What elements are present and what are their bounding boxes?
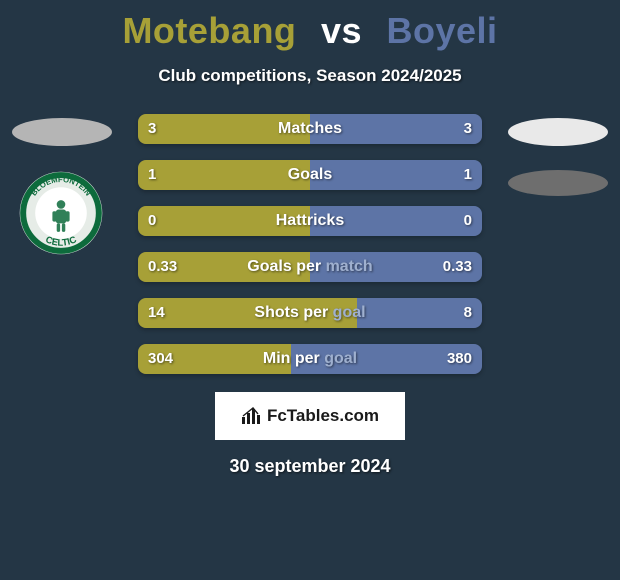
title-player1: Motebang [122,10,296,51]
right-team-ellipse-2 [508,170,608,196]
crest-svg: BLOEMFONTEIN CELTIC [18,170,104,256]
stat-bar-left [138,344,291,374]
right-team-ellipse [508,118,608,146]
comparison-area: BLOEMFONTEIN CELTIC 33Matches 11Goals 00Ha… [0,114,620,384]
left-team-ellipse [12,118,112,146]
title-player2: Boyeli [387,10,498,51]
stat-row: 148Shots per goal [138,298,482,328]
stat-bar-right [310,160,482,190]
stat-bar-left [138,206,310,236]
stat-bar-right [310,114,482,144]
stat-row: 0.330.33Goals per match [138,252,482,282]
stat-bar-left [138,114,310,144]
stat-bar-right [357,298,482,328]
stat-row: 00Hattricks [138,206,482,236]
subtitle: Club competitions, Season 2024/2025 [0,66,620,86]
stat-bar-right [291,344,482,374]
bars-chart-icon [241,407,261,425]
title-vs: vs [321,10,362,51]
stat-bar-right [310,206,482,236]
stat-bar-right [310,252,482,282]
branding-text: FcTables.com [267,406,379,426]
team-crest: BLOEMFONTEIN CELTIC [18,170,104,256]
stat-bar-left [138,252,310,282]
content-root: Motebang vs Boyeli Club competitions, Se… [0,0,620,580]
stat-bar-left [138,298,357,328]
stat-row: 33Matches [138,114,482,144]
stat-bars: 33Matches 11Goals 00Hattricks 0.330.33Goals… [138,114,482,390]
stat-row: 304380Min per goal [138,344,482,374]
branding-box: FcTables.com [215,392,405,440]
stat-row: 11Goals [138,160,482,190]
page-title: Motebang vs Boyeli [0,0,620,52]
date-text: 30 september 2024 [0,456,620,477]
stat-bar-left [138,160,310,190]
